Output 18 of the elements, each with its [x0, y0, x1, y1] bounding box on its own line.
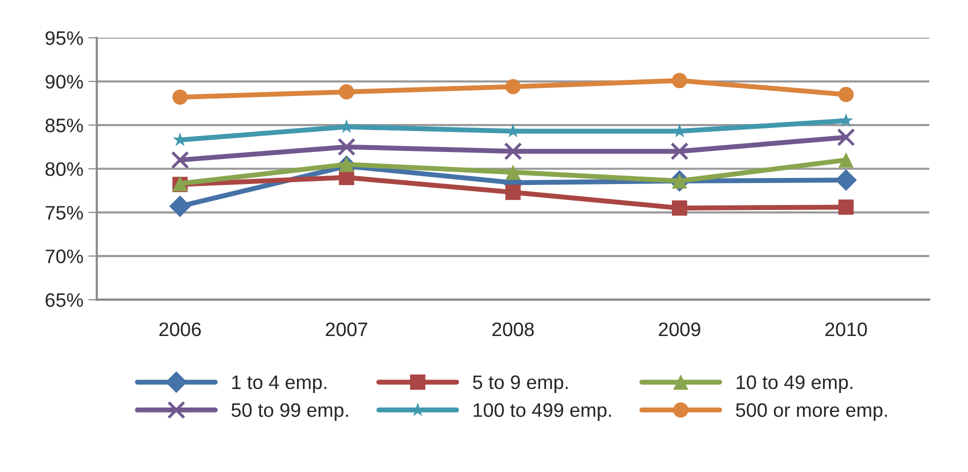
- x-tick-label: 2009: [658, 322, 700, 336]
- legend-label: 100 to 499 emp.: [474, 403, 611, 421]
- y-tick-label: 85%: [46, 118, 83, 132]
- y-tick-label: 90%: [46, 74, 83, 89]
- y-tick-label: 75%: [46, 206, 83, 220]
- legend-label: 1 to 4 emp.: [232, 376, 326, 393]
- y-tick-label: 80%: [46, 162, 83, 176]
- y-tick-label: 95%: [46, 31, 83, 45]
- x-tick-label: 2008: [492, 322, 534, 336]
- x-tick-label: 2007: [326, 322, 368, 336]
- legend-label: 500 or more emp.: [736, 403, 887, 421]
- x-tick-label: 2006: [159, 322, 201, 336]
- y-tick-label: 65%: [46, 293, 83, 307]
- legend-label: 10 to 49 emp.: [736, 375, 852, 393]
- legend-label: 5 to 9 emp.: [472, 375, 568, 393]
- legend-label: 50 to 99 emp.: [232, 403, 348, 421]
- y-tick-label: 70%: [46, 250, 83, 264]
- x-tick-label: 2010: [825, 322, 867, 336]
